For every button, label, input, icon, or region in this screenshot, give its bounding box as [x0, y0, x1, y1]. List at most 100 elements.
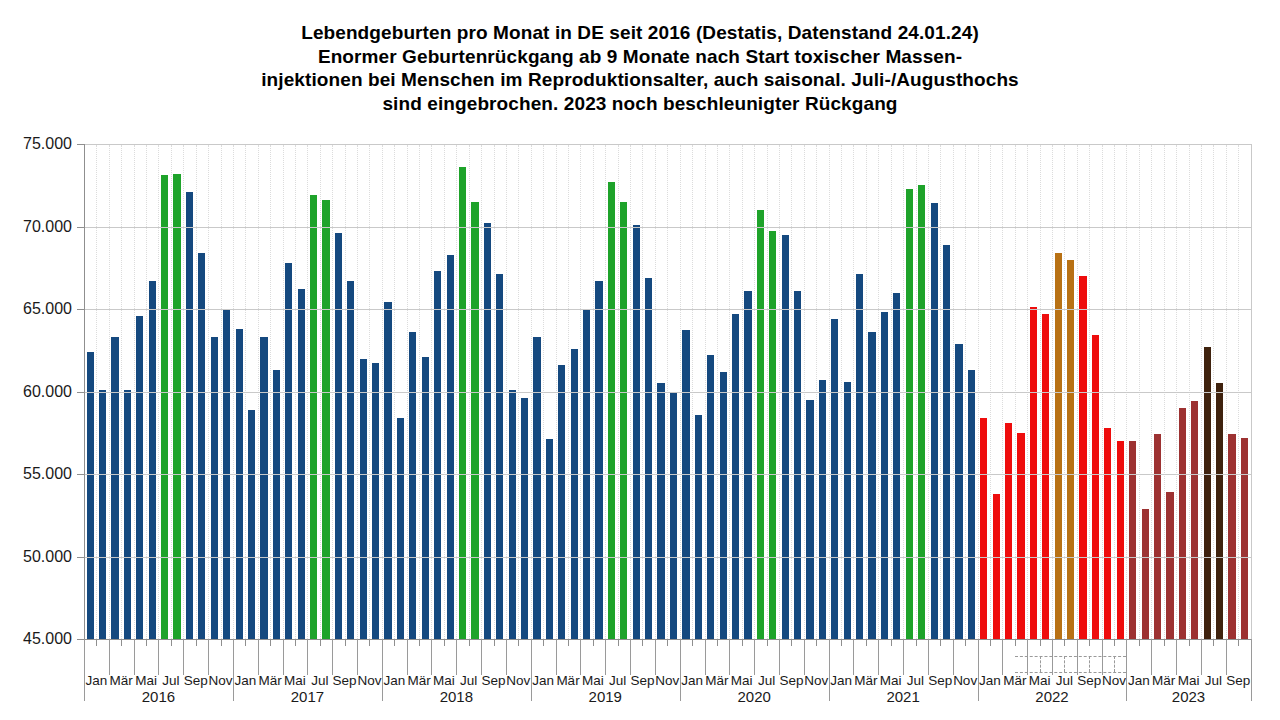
bar-2021-Aug — [918, 185, 925, 639]
bar-2017-Okt — [347, 281, 354, 639]
month-tick — [444, 639, 445, 646]
month-tick — [717, 639, 718, 646]
month-tick — [196, 639, 197, 646]
label-cell-separator — [258, 639, 259, 675]
y-tick-mark — [77, 309, 84, 310]
bar-2019-Jan — [533, 337, 540, 639]
bar-2022-Nov — [1104, 428, 1111, 639]
month-tick — [1189, 639, 1190, 646]
label-cell-separator — [580, 639, 581, 675]
label-cell-separator — [1176, 639, 1177, 675]
month-tick — [1139, 639, 1140, 646]
label-cell-separator — [158, 639, 159, 675]
month-tick — [345, 639, 346, 646]
label-cell-separator — [928, 639, 929, 675]
label-cell-separator — [431, 639, 432, 675]
dashed-selection-divider — [1114, 656, 1115, 672]
y-tick-mark — [77, 474, 84, 475]
bar-2018-Dez — [521, 398, 528, 639]
month-tick — [221, 639, 222, 646]
month-tick — [940, 639, 941, 646]
month-tick — [866, 639, 867, 646]
bar-2017-Mär — [260, 337, 267, 639]
month-tick — [642, 639, 643, 646]
month-tick — [1064, 639, 1065, 646]
year-label-2017: 2017 — [277, 689, 337, 705]
label-cell-separator — [208, 639, 209, 675]
month-tick — [891, 639, 892, 646]
y-gridline — [84, 227, 1251, 228]
bar-2017-Sep — [335, 233, 342, 639]
y-gridline — [84, 392, 1251, 393]
month-tick — [667, 639, 668, 646]
bar-2022-Apr — [1017, 433, 1024, 639]
label-cell-separator — [804, 639, 805, 675]
bar-2021-Jul — [906, 189, 913, 639]
y-gridline — [84, 309, 1251, 310]
y-axis-tick-label: 50.000 — [8, 549, 72, 565]
label-cell-separator — [556, 639, 557, 675]
bar-2016-Mai — [136, 316, 143, 639]
year-label-2022: 2022 — [1022, 689, 1082, 705]
bar-2017-Nov — [360, 359, 367, 640]
bar-2019-Jun — [595, 281, 602, 639]
month-tick — [270, 639, 271, 646]
label-cell-separator — [1002, 639, 1003, 675]
label-cell-separator — [332, 639, 333, 675]
chart-title-line-1: Lebendgeburten pro Monat in DE seit 2016… — [0, 21, 1280, 45]
bar-2018-Jan — [384, 302, 391, 639]
bar-2018-Aug — [471, 202, 478, 639]
y-axis-tick-label: 70.000 — [8, 219, 72, 235]
month-tick — [419, 639, 420, 646]
y-tick-mark — [77, 639, 84, 640]
bar-2020-Jan — [682, 330, 689, 639]
month-tick — [965, 639, 966, 646]
year-separator — [84, 639, 85, 701]
month-tick — [618, 639, 619, 646]
month-tick — [494, 639, 495, 646]
bar-2023-Sep — [1228, 434, 1235, 639]
month-tick — [593, 639, 594, 646]
bar-2020-Jun — [744, 291, 751, 639]
label-cell-separator — [953, 639, 954, 675]
dashed-selection-divider — [1040, 656, 1041, 672]
bar-2018-Okt — [496, 274, 503, 639]
label-cell-separator — [729, 639, 730, 675]
label-cell-separator — [456, 639, 457, 675]
label-cell-separator — [506, 639, 507, 675]
bar-2018-Feb — [397, 418, 404, 639]
dashed-selection-divider — [1052, 656, 1053, 672]
y-axis-tick-label: 45.000 — [8, 631, 72, 647]
month-tick — [816, 639, 817, 646]
year-separator — [680, 639, 681, 701]
bar-2020-Okt — [794, 291, 801, 639]
bar-2019-Sep — [633, 225, 640, 639]
bar-2023-Mai — [1179, 408, 1186, 639]
month-tick — [469, 639, 470, 646]
bar-2019-Mär — [558, 365, 565, 639]
bar-2021-Mai — [881, 312, 888, 639]
label-cell-separator — [407, 639, 408, 675]
bar-2021-Apr — [868, 332, 875, 639]
label-cell-separator — [357, 639, 358, 675]
year-separator — [531, 639, 532, 701]
month-tick — [1015, 639, 1016, 646]
bar-2020-Sep — [782, 235, 789, 639]
year-separator — [382, 639, 383, 701]
bar-2018-Jun — [447, 255, 454, 639]
dashed-selection-divider — [1077, 656, 1078, 672]
label-cell-separator — [705, 639, 706, 675]
bar-2023-Jan — [1129, 441, 1136, 639]
bar-2016-Aug — [173, 174, 180, 639]
label-cell-separator — [1226, 639, 1227, 675]
bar-2016-Jul — [161, 175, 168, 639]
dashed-selection-divider — [1102, 656, 1103, 672]
y-gridline — [84, 557, 1251, 558]
bar-2019-Okt — [645, 278, 652, 639]
bar-2019-Aug — [620, 202, 627, 639]
bar-2021-Nov — [955, 344, 962, 639]
year-label-2019: 2019 — [575, 689, 635, 705]
label-cell-separator — [183, 639, 184, 675]
bar-2020-Dez — [819, 380, 826, 639]
bar-2023-Aug — [1216, 383, 1223, 639]
